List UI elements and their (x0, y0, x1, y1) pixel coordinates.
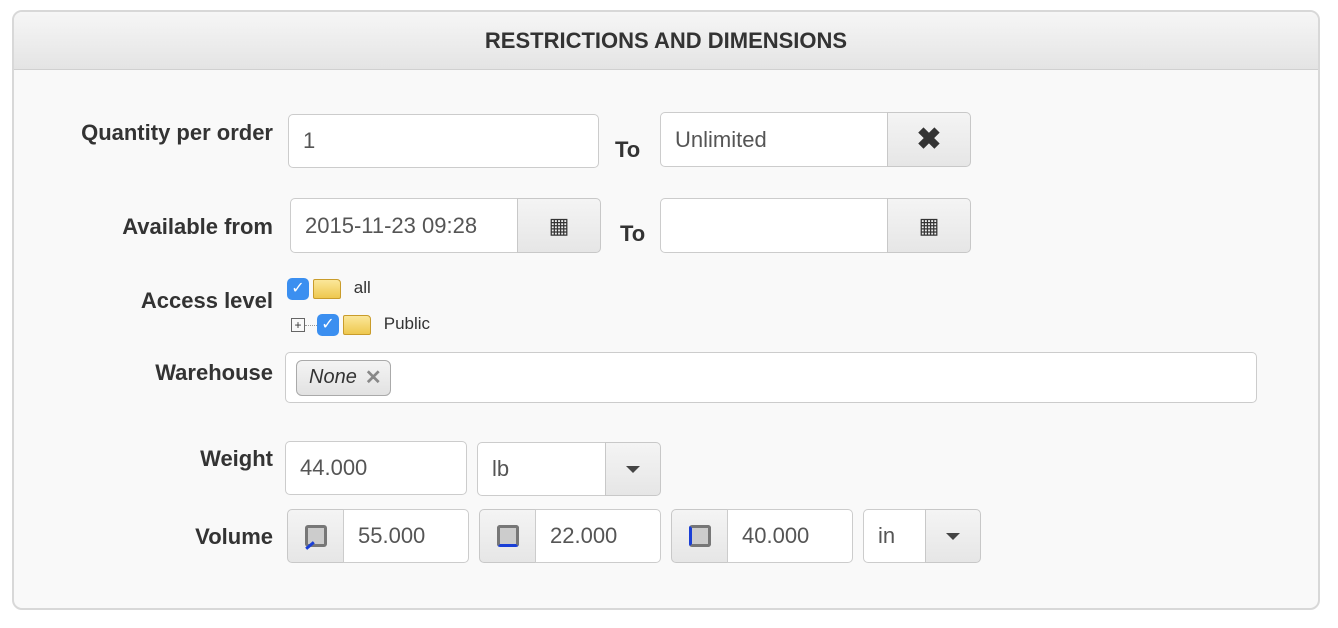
checkbox-checked-icon[interactable]: ✓ (317, 314, 339, 336)
remove-tag-icon[interactable]: ✕ (364, 367, 382, 389)
folder-icon (343, 315, 371, 335)
calendar-from-button[interactable]: ▦ (517, 198, 601, 253)
length-addon (287, 509, 344, 563)
access-item-label: Public (383, 314, 431, 334)
restrictions-panel: RESTRICTIONS AND DIMENSIONS (12, 10, 1320, 610)
quantity-label: Quantity per order (81, 120, 273, 145)
access-tree-item-public[interactable]: + ✓ Public (291, 314, 430, 336)
available-to-label: To (620, 221, 646, 246)
warehouse-select[interactable]: None ✕ (285, 352, 1257, 403)
volume-height-input[interactable]: 40.000 (727, 509, 853, 563)
warehouse-tag: None ✕ (296, 359, 391, 396)
volume-label: Volume (195, 524, 273, 549)
available-to-input[interactable] (660, 198, 888, 253)
volume-length-input[interactable]: 55.000 (343, 509, 469, 563)
close-icon: ✖ (916, 123, 942, 156)
calendar-icon: ▦ (548, 212, 570, 238)
caret-down-icon (946, 532, 960, 540)
quantity-max-input[interactable]: Unlimited (660, 112, 888, 167)
access-item-label: all (353, 278, 371, 298)
available-from-label: Available from (122, 214, 273, 239)
weight-label: Weight (200, 446, 273, 471)
access-level-label: Access level (140, 288, 273, 313)
available-from-input[interactable]: 2015-11-23 09:28 (290, 198, 518, 253)
tag-label: None (309, 366, 357, 388)
weight-unit-dropdown[interactable] (605, 442, 661, 496)
panel-title: RESTRICTIONS AND DIMENSIONS (14, 12, 1318, 70)
quantity-to-label: To (615, 137, 641, 162)
volume-width-input[interactable]: 22.000 (535, 509, 661, 563)
volume-unit-select[interactable]: in (863, 509, 926, 563)
clear-quantity-button[interactable]: ✖ (887, 112, 971, 167)
folder-icon (313, 279, 341, 299)
weight-unit-select[interactable]: lb (477, 442, 606, 496)
caret-down-icon (626, 465, 640, 473)
access-tree-item-all[interactable]: ✓ all (287, 278, 371, 300)
height-addon (671, 509, 728, 563)
cube-width-icon (496, 525, 519, 547)
cube-length-icon (304, 525, 327, 550)
width-addon (479, 509, 536, 563)
volume-unit-dropdown[interactable] (925, 509, 981, 563)
cube-height-icon (688, 525, 711, 547)
weight-input[interactable]: 44.000 (285, 441, 467, 495)
warehouse-label: Warehouse (155, 360, 273, 385)
calendar-icon: ▦ (918, 212, 940, 238)
calendar-to-button[interactable]: ▦ (887, 198, 971, 253)
checkbox-checked-icon[interactable]: ✓ (287, 278, 309, 300)
quantity-min-input[interactable]: 1 (288, 114, 599, 168)
expand-icon[interactable]: + (291, 318, 305, 332)
